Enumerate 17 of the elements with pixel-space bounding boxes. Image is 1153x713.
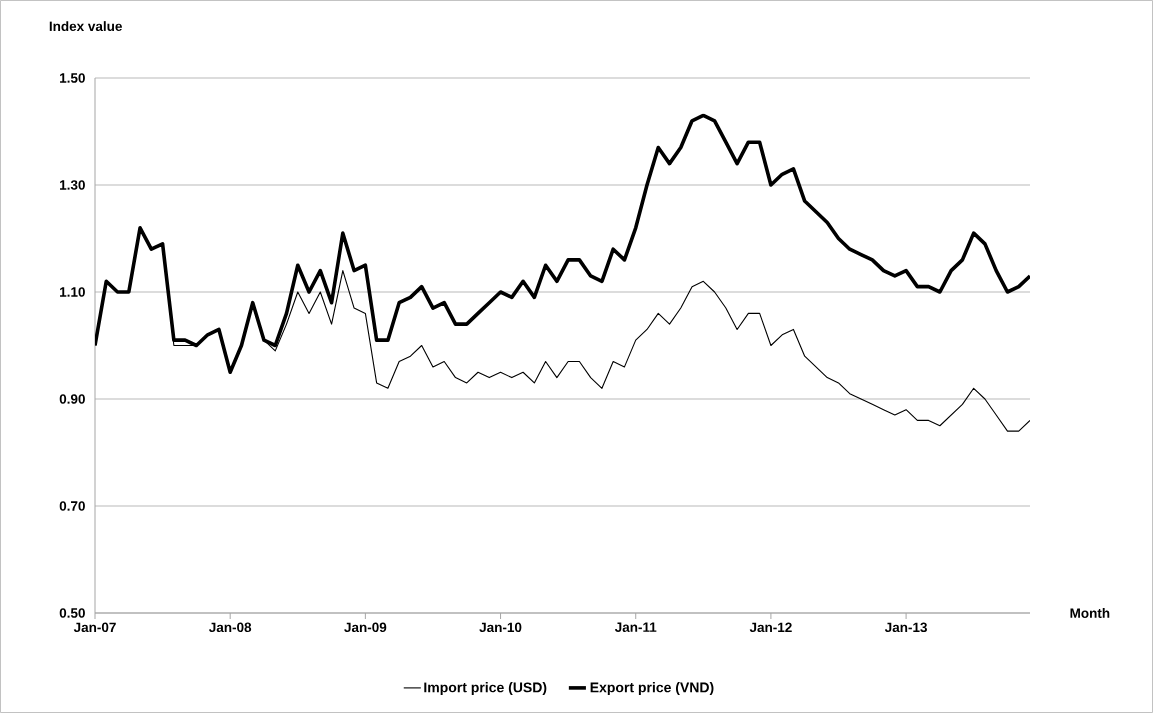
x-axis-title: Month [1070, 608, 1110, 618]
x-tick-label: Jan-09 [344, 622, 387, 633]
y-tick-label: 0.90 [59, 394, 85, 404]
x-tick-label: Jan-13 [884, 622, 927, 633]
x-tick-label: Jan-12 [749, 622, 792, 633]
x-tick-label: Jan-10 [479, 622, 522, 633]
legend-label: Export price (VND) [590, 682, 714, 696]
y-tick-label: 0.50 [59, 608, 85, 618]
x-tick-label: Jan-08 [209, 622, 252, 633]
y-tick-label: 1.30 [60, 180, 85, 190]
x-tick-label: Jan-07 [73, 622, 116, 633]
y-tick-label: 1.10 [60, 287, 85, 297]
y-axis-title: Index value [49, 21, 122, 32]
x-tick-label: Jan-11 [614, 622, 657, 632]
y-tick-label: 1.50 [60, 73, 85, 83]
legend-label: Import price (USD) [424, 682, 547, 696]
y-tick-label: 0.70 [59, 501, 85, 511]
